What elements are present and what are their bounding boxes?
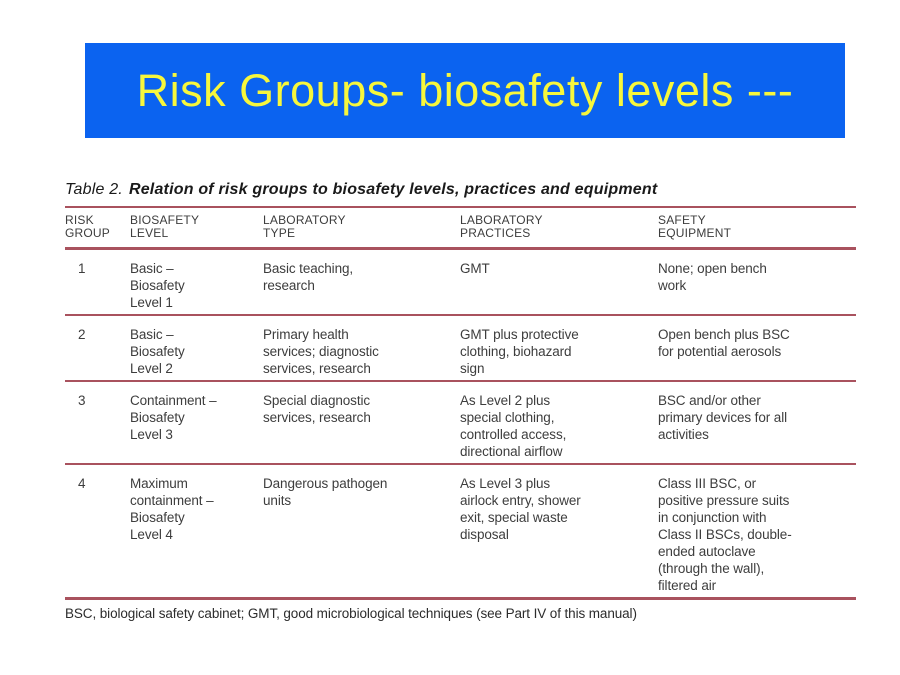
- cell-risk-group: 3: [65, 381, 130, 465]
- table-footnote: BSC, biological safety cabinet; GMT, goo…: [65, 606, 637, 621]
- cell-biosafety-level: Maximum containment – Biosafety Level 4: [130, 464, 263, 600]
- cell-laboratory-practices: GMT plus protective clothing, biohazard …: [460, 315, 658, 382]
- cell-risk-group: 4: [65, 464, 130, 600]
- cell-biosafety-level: Containment – Biosafety Level 3: [130, 381, 263, 465]
- col-header-biosafety-level: BIOSAFETY LEVEL: [130, 206, 263, 250]
- cell-risk-group: 2: [65, 315, 130, 382]
- cell-laboratory-practices: GMT: [460, 248, 658, 316]
- cell-safety-equipment: BSC and/or other primary devices for all…: [658, 381, 856, 465]
- col-header-safety-equipment: SAFETY EQUIPMENT: [658, 206, 856, 250]
- risk-group-table: RISK GROUP BIOSAFETY LEVEL LABORATORY TY…: [65, 206, 856, 600]
- table-row: 1 Basic – Biosafety Level 1 Basic teachi…: [65, 248, 856, 316]
- table-caption-number: Table 2.: [65, 181, 123, 198]
- cell-biosafety-level: Basic – Biosafety Level 2: [130, 315, 263, 382]
- cell-biosafety-level: Basic – Biosafety Level 1: [130, 248, 263, 316]
- table-header-row: RISK GROUP BIOSAFETY LEVEL LABORATORY TY…: [65, 206, 856, 250]
- col-header-risk-group: RISK GROUP: [65, 206, 130, 250]
- cell-safety-equipment: None; open bench work: [658, 248, 856, 316]
- table-row: 2 Basic – Biosafety Level 2 Primary heal…: [65, 315, 856, 382]
- table-row: 4 Maximum containment – Biosafety Level …: [65, 464, 856, 600]
- table-caption-title: Relation of risk groups to biosafety lev…: [128, 181, 658, 198]
- col-header-laboratory-type: LABORATORY TYPE: [263, 206, 460, 250]
- cell-laboratory-type: Primary health services; diagnostic serv…: [263, 315, 460, 382]
- table-caption: Table 2. Relation of risk groups to biosa…: [65, 181, 856, 199]
- cell-laboratory-type: Special diagnostic services, research: [263, 381, 460, 465]
- slide-title-banner: Risk Groups- biosafety levels ---: [85, 43, 845, 138]
- slide-title: Risk Groups- biosafety levels ---: [136, 64, 794, 116]
- cell-safety-equipment: Class III BSC, or positive pressure suit…: [658, 464, 856, 600]
- cell-laboratory-practices: As Level 2 plus special clothing, contro…: [460, 381, 658, 465]
- cell-risk-group: 1: [65, 248, 130, 316]
- cell-safety-equipment: Open bench plus BSC for potential aeroso…: [658, 315, 856, 382]
- col-header-laboratory-practices: LABORATORY PRACTICES: [460, 206, 658, 250]
- risk-group-table-section: Table 2. Relation of risk groups to biosa…: [65, 181, 856, 621]
- cell-laboratory-type: Basic teaching, research: [263, 248, 460, 316]
- cell-laboratory-type: Dangerous pathogen units: [263, 464, 460, 600]
- table-row: 3 Containment – Biosafety Level 3 Specia…: [65, 381, 856, 465]
- cell-laboratory-practices: As Level 3 plus airlock entry, shower ex…: [460, 464, 658, 600]
